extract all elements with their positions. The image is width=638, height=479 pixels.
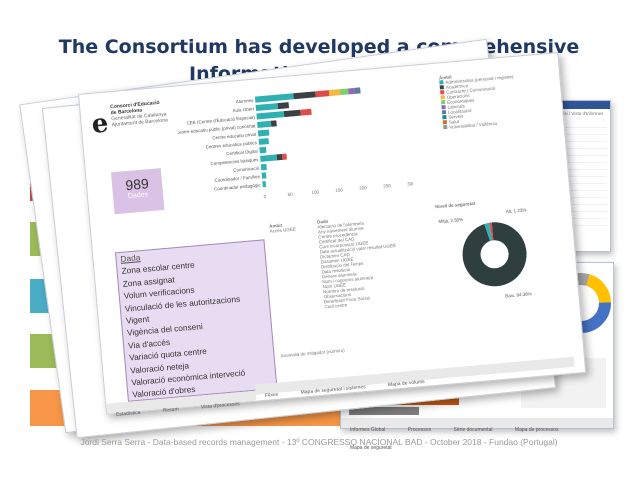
bar-category-label: Coordinador / Famílies: [214, 174, 261, 183]
bar-segment: [315, 90, 330, 98]
bar-category-label: Centre educatiu privat: [212, 132, 257, 141]
bar-segment: [261, 172, 267, 179]
axis-tick-label: 50: [287, 192, 293, 197]
bar-segment: [348, 87, 356, 95]
bar-segment: [255, 103, 279, 112]
axis-tick-label: 250: [383, 183, 391, 189]
donut-slice: [462, 222, 527, 287]
bar-segment: [256, 111, 285, 120]
bar-segment: [354, 87, 361, 94]
org-name-block: Consorci d'Educació de Barcelona General…: [110, 99, 168, 128]
bar-segment: [260, 154, 278, 162]
back-tab-1[interactable]: Informes Global: [350, 427, 386, 433]
legend-swatch: [442, 119, 448, 125]
consorci-logo: e: [90, 108, 110, 140]
legend-swatch: [443, 124, 448, 130]
bar-segment: [339, 88, 349, 96]
legend-swatch: [440, 100, 446, 105]
data-table: Àmbit Dada Accés UGEE Afectació de l'alu…: [269, 212, 416, 314]
bar-segment: [254, 93, 294, 103]
legend: Àmbit Administrativa (personal i registr…: [439, 69, 518, 130]
bar-category-label: Centres educatius públics: [205, 140, 258, 150]
tab-fitxes[interactable]: Fitxes: [264, 391, 279, 399]
back-tab-5[interactable]: Mapa de seguretat: [350, 445, 392, 451]
dashboard-main: e Consorci d'Educació de Barcelona Gener…: [78, 51, 587, 418]
donut-label: Baix, 94.36%: [505, 291, 532, 298]
back-panel-tabbar: Informes Global Processos Sèrie document…: [341, 418, 613, 451]
legend-swatch: [441, 110, 447, 115]
donut-slice: [484, 222, 493, 242]
bar-segment: [328, 89, 341, 97]
legend-swatch: [441, 105, 446, 110]
axis-tick-label: 200: [359, 185, 367, 191]
back-tab-2[interactable]: Processos: [407, 427, 432, 433]
bar-category-label: Aula Obert: [232, 106, 255, 113]
back-tab-4[interactable]: Mapa de processos: [514, 427, 559, 433]
legend-swatch: [440, 95, 445, 100]
bar-segment: [282, 153, 287, 160]
bar-segment: [300, 108, 312, 116]
bar-segment: [293, 91, 316, 100]
slide-footer: Jordi Serra Serra - Data-based records m…: [80, 437, 558, 447]
bar-segment: [283, 109, 301, 118]
legend-swatch: [442, 114, 447, 120]
bar-segment: [258, 138, 269, 145]
axis-tick-label: 0: [263, 194, 266, 199]
bar-category-label: CEE (Centre d'Educació Especial): [186, 115, 255, 126]
donut-chart: Baix, 94.36% Mitjà, 2.50% Alt, 1.23%: [438, 207, 532, 298]
axis-tick-label: 150: [335, 187, 343, 193]
donut-label: Mitjà, 2.50%: [438, 217, 463, 224]
donut-label: Alt, 1.23%: [506, 207, 527, 214]
bar-segment: [270, 120, 277, 127]
data-filter-list[interactable]: Dada Zona escolar centre Zona assignat V…: [114, 239, 278, 402]
axis-tick-label: 300: [407, 181, 414, 187]
bar-segment: [260, 163, 267, 171]
security-donut: Nivell de seguretat Baix, 94.36% Mitjà, 2…: [435, 195, 554, 314]
donut-slice: [489, 222, 494, 241]
kpi-card: 989 Dades: [110, 168, 165, 215]
bar-category-label: Alumnes: [236, 98, 255, 105]
table-dada-column: Afectació de l'alumne/a Any naixement alu…: [317, 218, 401, 310]
axis-tick-label: 100: [311, 189, 319, 195]
bar-segment: [257, 120, 272, 128]
legend-swatch: [440, 90, 445, 95]
bar-segment: [259, 146, 267, 154]
bar-category-label: Competencies bàsiques: [210, 157, 259, 166]
bar-category-label: Comunicació: [233, 165, 260, 172]
bar-segment: [276, 153, 283, 161]
bar-segment: [277, 102, 290, 110]
bar-category-label: Coordinador pedagògic: [214, 182, 262, 191]
legend-swatch: [439, 80, 444, 85]
back-tab-3[interactable]: Sèrie documental: [453, 427, 493, 433]
legend-swatch: [439, 85, 444, 90]
back-panel-header-bar: [516, 101, 610, 109]
bottom-label: Anomalia de mitigador (número): [280, 347, 345, 359]
bar-segment: [257, 129, 270, 137]
bar-category-label: Certificat Digital: [226, 149, 258, 157]
bar-segment: [262, 180, 267, 188]
table-cell-ambit: Accés UGEE: [269, 226, 297, 234]
